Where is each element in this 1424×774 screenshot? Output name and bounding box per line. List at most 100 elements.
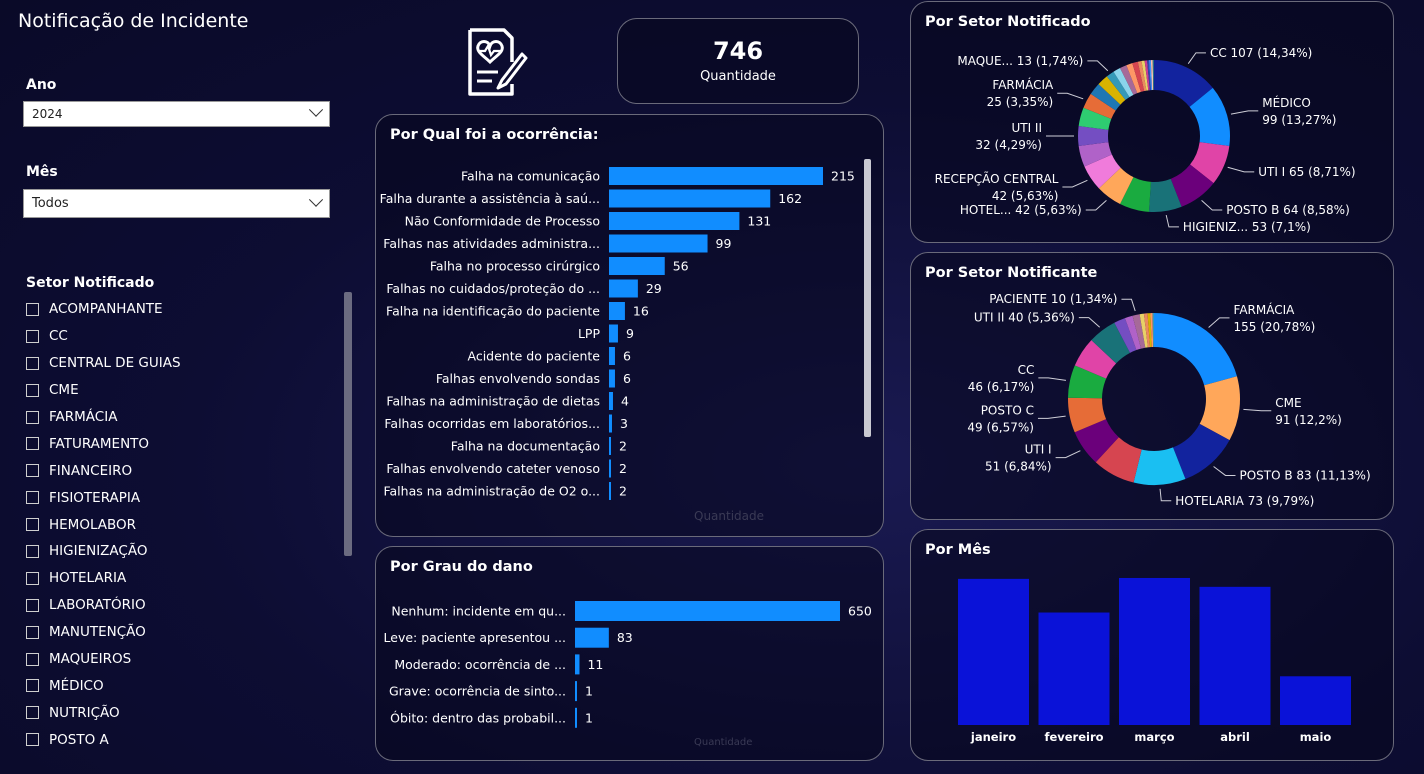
donut-slice[interactable] (1173, 423, 1230, 480)
sector-option[interactable]: FATURAMENTO (26, 430, 336, 457)
donut-slice[interactable] (1132, 61, 1145, 92)
donut-slice[interactable] (1152, 60, 1154, 91)
donut-slice[interactable] (1152, 313, 1154, 348)
donut-slice[interactable] (1133, 447, 1186, 485)
bar[interactable] (609, 279, 638, 298)
checkbox-icon[interactable] (26, 571, 39, 585)
checkbox-icon[interactable] (26, 356, 39, 370)
bar[interactable] (609, 212, 740, 230)
donut-slice[interactable] (1068, 397, 1107, 433)
checkbox-icon[interactable] (26, 329, 39, 343)
sector-option[interactable]: HIGIENIZAÇÃO (26, 538, 336, 565)
checkbox-icon[interactable] (26, 302, 39, 316)
donut-slice[interactable] (1090, 84, 1121, 111)
donut-slice[interactable] (1078, 142, 1112, 167)
donut-slice[interactable] (1083, 93, 1116, 119)
donut-slice[interactable] (1074, 340, 1117, 379)
month-bar[interactable] (1280, 676, 1351, 725)
donut-slice[interactable] (1068, 365, 1107, 399)
sector-option[interactable]: POSTO A (26, 726, 336, 753)
checkbox-icon[interactable] (26, 491, 39, 505)
sector-option[interactable]: MÉDICO (26, 672, 336, 699)
donut-slice[interactable] (1113, 68, 1134, 98)
checkbox-icon[interactable] (26, 652, 39, 666)
bar[interactable] (609, 482, 611, 500)
bar[interactable] (609, 347, 615, 365)
sector-option[interactable]: FARMÁCIA (26, 404, 336, 431)
donut-slice[interactable] (1143, 313, 1151, 348)
month-bar[interactable] (1119, 577, 1190, 725)
donut-slice[interactable] (1091, 322, 1131, 364)
occurrence-chart-scrollbar[interactable] (864, 159, 871, 437)
donut-slice[interactable] (1148, 60, 1153, 91)
donut-slice[interactable] (1078, 107, 1112, 130)
bar[interactable] (575, 601, 840, 621)
checkbox-icon[interactable] (26, 464, 39, 478)
donut-slice[interactable] (1106, 71, 1130, 100)
donut-slice[interactable] (1148, 178, 1182, 212)
sector-option[interactable]: NUTRIÇÃO (26, 699, 336, 726)
sector-option[interactable]: CME (26, 377, 336, 404)
donut-slice[interactable] (1095, 437, 1142, 483)
sector-option[interactable]: ACOMPANHANTE (26, 296, 336, 323)
checkbox-icon[interactable] (26, 733, 39, 747)
checkbox-icon[interactable] (26, 518, 39, 532)
bar[interactable] (609, 257, 665, 275)
checkbox-icon[interactable] (26, 625, 39, 639)
donut-slice[interactable] (1124, 315, 1142, 351)
sector-option[interactable]: FINANCEIRO (26, 457, 336, 484)
bar[interactable] (575, 707, 577, 728)
bar[interactable] (609, 189, 771, 208)
sector-option[interactable]: MANUTENÇÃO (26, 619, 336, 646)
checkbox-icon[interactable] (26, 383, 39, 397)
donut-slice[interactable] (1189, 87, 1230, 147)
donut-slice[interactable] (1154, 313, 1237, 386)
donut-slice[interactable] (1139, 313, 1148, 348)
donut-slice[interactable] (1144, 60, 1150, 91)
bar[interactable] (609, 302, 625, 320)
donut-slice[interactable] (1190, 142, 1230, 184)
checkbox-icon[interactable] (26, 544, 39, 558)
donut-slice[interactable] (1147, 313, 1152, 348)
bar[interactable] (609, 234, 708, 253)
bar[interactable] (575, 654, 580, 675)
sector-option[interactable]: FISIOTERAPIA (26, 484, 336, 511)
donut-slice[interactable] (1098, 76, 1126, 105)
donut-slice[interactable] (1084, 154, 1121, 189)
donut-slice[interactable] (1170, 164, 1214, 207)
checkbox-icon[interactable] (26, 598, 39, 612)
bar[interactable] (609, 437, 611, 455)
donut-slice[interactable] (1132, 314, 1146, 349)
bar[interactable] (609, 414, 612, 433)
sector-list-scrollbar[interactable] (344, 292, 352, 556)
donut-slice[interactable] (1150, 60, 1154, 91)
year-dropdown[interactable]: 2024 (23, 101, 330, 127)
bar[interactable] (575, 627, 609, 648)
donut-slice[interactable] (1154, 60, 1213, 107)
bar[interactable] (575, 681, 577, 702)
month-bar[interactable] (1199, 586, 1271, 725)
donut-slice[interactable] (1078, 125, 1109, 147)
donut-slice[interactable] (1141, 60, 1149, 91)
sector-option[interactable]: HOTELARIA (26, 565, 336, 592)
month-bar[interactable] (1038, 612, 1110, 725)
month-bar[interactable] (958, 578, 1029, 725)
sector-option[interactable]: CENTRAL DE GUIAS (26, 350, 336, 377)
sector-option[interactable]: CC (26, 323, 336, 350)
checkbox-icon[interactable] (26, 679, 39, 693)
sector-option[interactable]: HEMOLABOR (26, 511, 336, 538)
donut-slice[interactable] (1137, 61, 1147, 92)
donut-slice[interactable] (1098, 167, 1134, 204)
donut-slice[interactable] (1120, 65, 1138, 95)
bar[interactable] (609, 324, 618, 343)
sector-option[interactable]: LABORATÓRIO (26, 592, 336, 619)
checkbox-icon[interactable] (26, 706, 39, 720)
donut-slice[interactable] (1074, 419, 1119, 463)
donut-slice[interactable] (1147, 60, 1151, 91)
donut-slice[interactable] (1114, 318, 1137, 353)
bar[interactable] (609, 392, 613, 410)
donut-slice[interactable] (1199, 376, 1240, 441)
bar[interactable] (609, 167, 823, 185)
donut-slice[interactable] (1150, 313, 1154, 348)
donut-slice[interactable] (1120, 177, 1151, 212)
